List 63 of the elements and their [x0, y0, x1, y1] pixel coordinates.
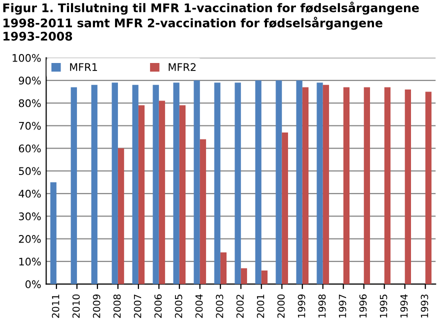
x-tick-label: 2005	[174, 294, 182, 318]
x-tick-label: 2001	[256, 294, 264, 318]
bar	[276, 80, 282, 284]
y-tick-label: 90%	[18, 76, 41, 85]
bar	[261, 270, 268, 284]
legend-label: MFR1	[70, 63, 97, 71]
y-tick-label: 60%	[18, 144, 41, 152]
bar	[322, 84, 330, 284]
bar	[91, 84, 98, 284]
y-tick-label: 80%	[18, 99, 41, 108]
y-tick-label: 30%	[18, 212, 41, 220]
bar	[302, 87, 309, 284]
bar	[70, 87, 77, 284]
x-tick-label: 1997	[338, 294, 346, 318]
bar	[200, 139, 206, 284]
x-tick-label: 2000	[277, 294, 285, 318]
x-tick-label: 2010	[72, 294, 80, 318]
x-tick-label: 2006	[154, 294, 162, 318]
y-tick-label: 100%	[12, 54, 41, 62]
bar	[282, 132, 288, 284]
bar	[112, 82, 118, 284]
bar	[173, 82, 180, 284]
bar	[138, 105, 145, 284]
bar	[179, 105, 186, 284]
y-tick-label: 0%	[26, 280, 41, 288]
bar	[118, 148, 124, 284]
bar	[220, 252, 227, 284]
x-tick-label: 2007	[134, 294, 142, 318]
x-tick-label: 2003	[216, 294, 224, 318]
bar	[194, 80, 200, 284]
x-tick-label: 2004	[195, 294, 203, 318]
bar	[240, 268, 248, 284]
x-tick-label: 1994	[400, 294, 408, 318]
y-tick-label: 70%	[19, 122, 41, 130]
bar	[158, 100, 166, 284]
legend-label: MFR2	[168, 63, 196, 71]
bar	[343, 87, 350, 284]
bar	[255, 80, 262, 284]
x-tick-label: 2009	[92, 294, 100, 318]
y-tick-label: 50%	[18, 167, 41, 176]
bar	[364, 87, 370, 284]
bar	[50, 182, 56, 284]
x-tick-label: 1993	[420, 294, 428, 318]
x-tick-label: 2008	[113, 294, 121, 318]
bar	[404, 89, 412, 284]
x-tick-label: 2002	[236, 294, 244, 318]
x-tick-label: 1995	[380, 294, 388, 318]
y-tick-label: 10%	[19, 258, 41, 266]
bar	[316, 82, 323, 284]
bar	[234, 82, 241, 284]
bar	[132, 84, 138, 284]
y-tick-label: 40%	[18, 190, 41, 198]
x-tick-label: 1996	[359, 294, 367, 318]
x-tick-label: 1998	[318, 294, 326, 318]
x-tick-label: 2011	[52, 294, 60, 318]
y-tick-label: 20%	[18, 235, 41, 243]
x-tick-label: 1999	[298, 294, 306, 318]
chart-title: Figur 1. Tilslutning til MFR 1-vaccination for fødselsårgangene 1998-2011 samt MFR 2-vaccination for fødselsårgangene 1993-2008	[3, 2, 419, 41]
bar	[296, 80, 302, 284]
bar	[384, 87, 391, 284]
bar	[425, 92, 432, 284]
bar	[214, 82, 220, 284]
bar	[152, 84, 159, 284]
